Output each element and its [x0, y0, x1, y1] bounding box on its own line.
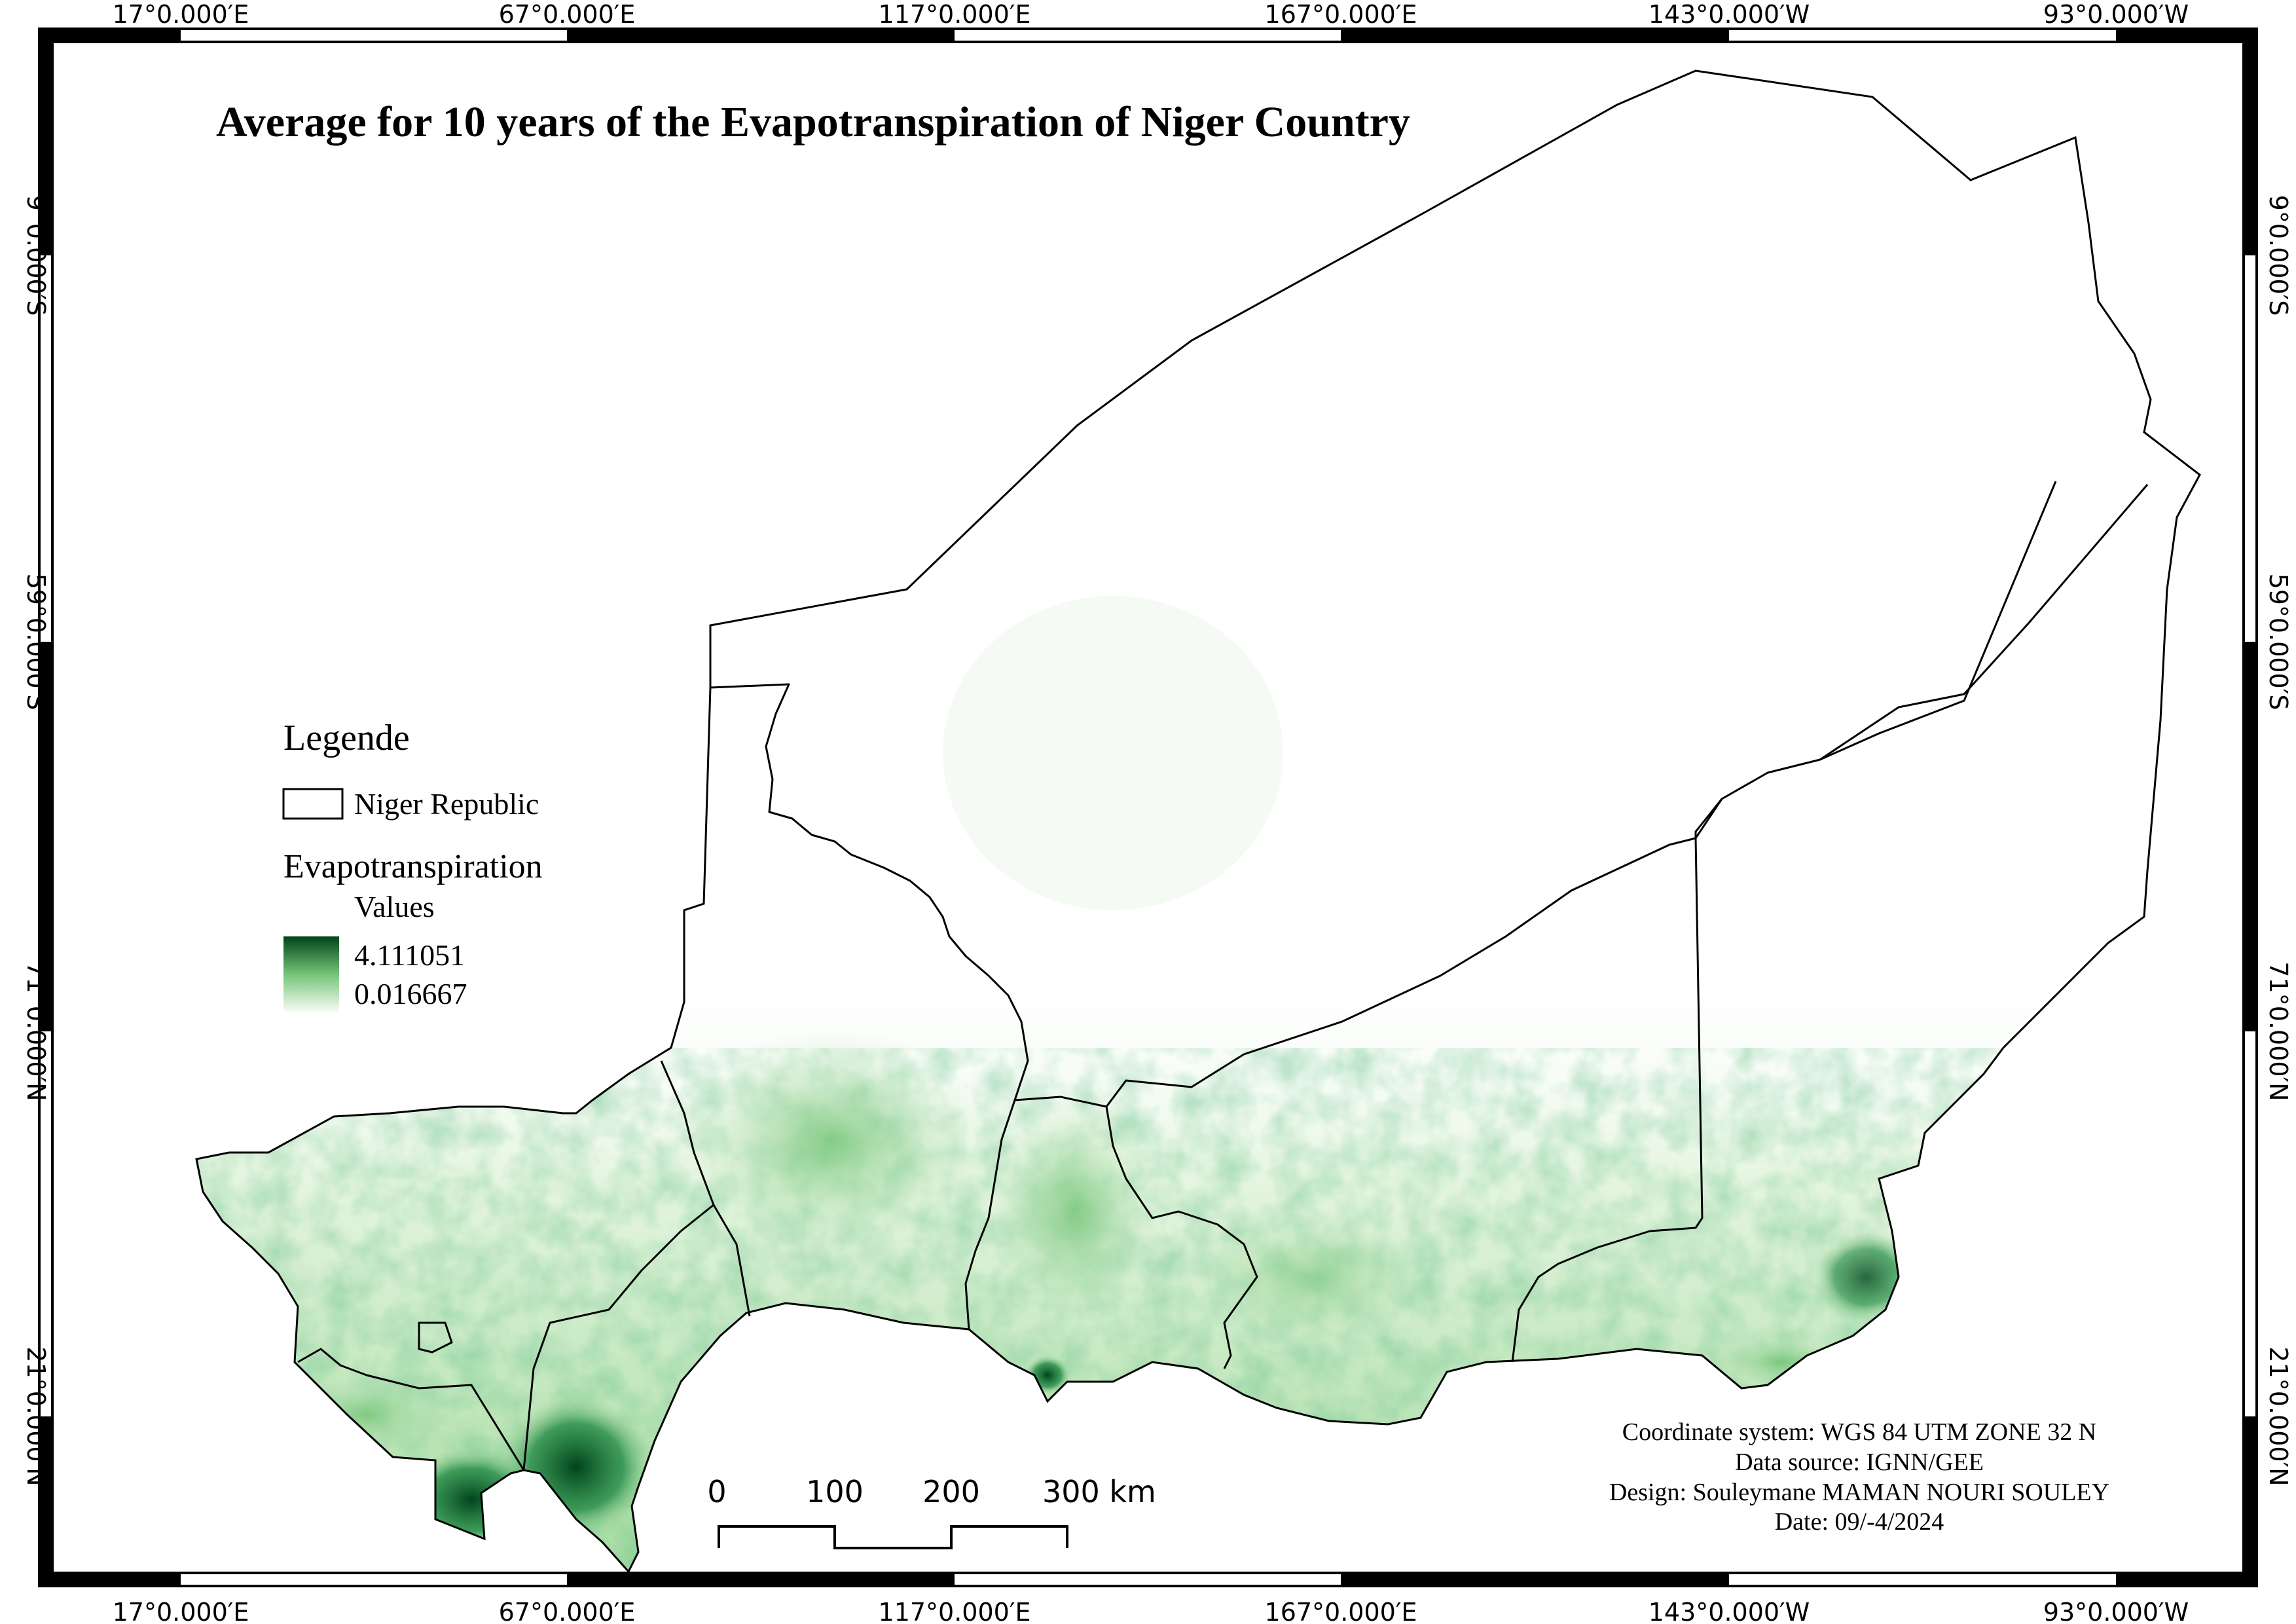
legend-heading: Legende — [283, 718, 410, 758]
credit-data-source: Data source: IGNN/GEE — [1735, 1449, 1984, 1476]
boundary-tillaberi-tahoua — [660, 1060, 751, 1317]
frame-segment-bottom — [39, 1573, 181, 1586]
frame-segment-bottom — [2116, 1573, 2257, 1586]
boundary-tillaberi-enclave — [418, 1321, 453, 1354]
scale-label-200: 200 — [922, 1474, 980, 1509]
left-label-3: 71°0.000′N — [22, 961, 50, 1101]
legend: Legende Niger Republic Evapotranspiratio… — [282, 718, 543, 1012]
graticule-ticks — [39, 29, 2257, 1586]
left-label-1: 9°0.000′S — [22, 195, 50, 316]
legend-min-value: 0.016667 — [354, 977, 467, 1010]
bottom-label-5: 143°0.000′W — [1649, 1598, 1810, 1624]
map-title: Average for 10 years of the Evapotranspi… — [216, 98, 1410, 146]
frame-segment-left — [39, 29, 52, 255]
right-label-4: 21°0.000′N — [2264, 1346, 2293, 1486]
bottom-label-3: 117°0.000′E — [879, 1598, 1031, 1624]
frame-segment-bottom — [1341, 1573, 1729, 1586]
scale-label-100: 100 — [806, 1474, 864, 1509]
boundary-tahoua-maradi — [964, 1099, 1016, 1330]
legend-values-label: Values — [354, 890, 435, 923]
top-label-5: 143°0.000′W — [1649, 0, 1810, 29]
top-label-4: 167°0.000′E — [1265, 0, 1417, 29]
frame-segment-top — [567, 29, 955, 42]
left-label-2: 59°0.000′S — [22, 574, 50, 710]
left-label-4: 21°0.000′N — [22, 1346, 50, 1486]
scale-label-0: 0 — [707, 1474, 726, 1509]
scale-bar: 0 100 200 300 km — [707, 1474, 1156, 1549]
frame-segment-left — [39, 642, 52, 1031]
graticule-labels-bottom: 17°0.000′E 67°0.000′E 117°0.000′E 167°0.… — [113, 1598, 2189, 1624]
map-credits: Coordinate system: WGS 84 UTM ZONE 32 N … — [1609, 1418, 2109, 1536]
boundary-tillaberi-dosso — [522, 1204, 714, 1471]
frame-segment-bottom — [567, 1573, 955, 1586]
frame-segment-right — [2244, 29, 2257, 255]
bottom-label-6: 93°0.000′W — [2043, 1598, 2189, 1624]
bottom-label-2: 67°0.000′E — [499, 1598, 636, 1624]
region-boundaries — [297, 481, 2149, 1471]
legend-color-ramp — [283, 936, 339, 1012]
boundary-tahoua-agadez — [710, 683, 1029, 1101]
top-label-6: 93°0.000′W — [2043, 0, 2189, 29]
frame-segment-top — [2116, 29, 2257, 42]
legend-max-value: 4.111051 — [354, 938, 465, 972]
top-label-3: 117°0.000′E — [879, 0, 1031, 29]
graticule-labels-left: 9°0.000′S 59°0.000′S 71°0.000′N 21°0.000… — [22, 195, 50, 1486]
credit-date: Date: 09/-4/2024 — [1775, 1508, 1944, 1536]
right-label-2: 59°0.000′S — [2264, 574, 2293, 710]
legend-boundary-label: Niger Republic — [354, 787, 539, 821]
top-label-2: 67°0.000′E — [499, 0, 636, 29]
graticule-labels-top: 17°0.000′E 67°0.000′E 117°0.000′E 167°0.… — [113, 0, 2189, 29]
boundary-zinder-diffa — [1511, 838, 1704, 1363]
frame-segment-top — [39, 29, 181, 42]
graticule-labels-right: 9°0.000′S 59°0.000′S 71°0.000′N 21°0.000… — [2264, 195, 2293, 1486]
frame-segment-top — [1341, 29, 1729, 42]
credit-design: Design: Souleymane MAMAN NOURI SOULEY — [1609, 1479, 2109, 1506]
frame-segment-right — [2244, 642, 2257, 1031]
scale-bar-line — [718, 1525, 1068, 1549]
bottom-label-1: 17°0.000′E — [113, 1598, 249, 1624]
top-label-1: 17°0.000′E — [113, 0, 249, 29]
boundary-agadez-east — [1819, 484, 2149, 761]
boundary-zinder-agadez — [1105, 837, 1696, 1107]
boundary-agadez-diffa — [1694, 481, 2057, 839]
right-label-1: 9°0.000′S — [2264, 195, 2293, 316]
scale-label-300-km: 300 km — [1042, 1474, 1156, 1509]
right-label-3: 71°0.000′N — [2264, 961, 2293, 1101]
boundary-niamey-west — [297, 1348, 525, 1471]
boundary-agadez-diffa-north — [1694, 798, 1723, 838]
legend-raster-label: Evapotranspiration — [283, 848, 543, 885]
bottom-label-4: 167°0.000′E — [1265, 1598, 1417, 1624]
legend-boundary-swatch — [282, 788, 344, 820]
frame-segment-right — [2244, 1416, 2257, 1586]
credit-coordinate-system: Coordinate system: WGS 84 UTM ZONE 32 N — [1622, 1418, 2096, 1446]
frame-segment-left — [39, 1416, 52, 1586]
